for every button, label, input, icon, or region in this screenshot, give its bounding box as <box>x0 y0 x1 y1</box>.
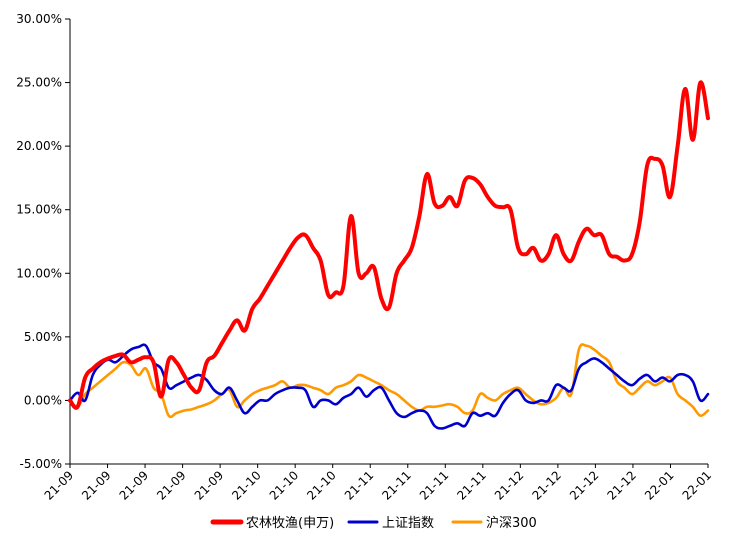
legend-label: 沪深300 <box>486 515 537 531</box>
x-tick-label: 21-11 <box>417 468 452 503</box>
y-tick-label: 5.00% <box>24 330 62 344</box>
legend-item-hs300: 沪深300 <box>451 515 537 531</box>
series-lines <box>68 80 710 430</box>
legend: 农林牧渔(申万) 上证指数 沪深300 <box>210 515 537 531</box>
x-tick-label: 21-12 <box>605 468 640 503</box>
y-tick-label: 10.00% <box>16 266 62 280</box>
x-tick-label: 21-12 <box>529 468 564 503</box>
x-tick-label: 21-12 <box>567 468 602 503</box>
x-tick-label: 21-11 <box>342 468 377 503</box>
y-tick-label: 20.00% <box>16 139 62 153</box>
legend-item-nonglin: 农林牧渔(申万) <box>210 516 334 531</box>
legend-item-shanghai: 上证指数 <box>347 516 434 531</box>
legend-label: 上证指数 <box>382 516 434 531</box>
series-line-shanghai <box>68 343 710 430</box>
x-tick-label: 21-09 <box>79 468 114 503</box>
x-tick-label: 21-09 <box>192 468 227 503</box>
y-tick-label: -5.00% <box>20 457 62 471</box>
x-tick-label: 22-01 <box>642 468 677 503</box>
x-tick-label: 22-01 <box>680 468 715 503</box>
series-line-hs300 <box>68 343 710 419</box>
x-tick-label: 21-11 <box>379 468 414 503</box>
x-tick-label: 21-11 <box>454 468 489 503</box>
y-tick-label: 0.00% <box>24 393 62 407</box>
y-tick-label: 15.00% <box>16 203 62 217</box>
x-tick-label: 21-12 <box>492 468 527 503</box>
y-axis: -5.00% 0.00% 5.00% 10.00% 15.00% 20.00% 25.00%… <box>16 12 71 471</box>
x-tick-label: 21-10 <box>229 468 264 503</box>
x-tick-label: 21-09 <box>42 468 77 503</box>
x-axis: 21-09 21-09 21-09 21-09 21-09 21-10 21-10 21-10… <box>42 463 715 503</box>
x-tick-label: 21-10 <box>267 468 302 503</box>
x-tick-label: 21-10 <box>304 468 339 503</box>
x-tick-label: 21-09 <box>117 468 152 503</box>
legend-label: 农林牧渔(申万) <box>246 516 334 531</box>
series-line-nonglin <box>68 80 710 410</box>
x-tick-label: 21-09 <box>154 468 189 503</box>
y-tick-label: 25.00% <box>16 76 62 90</box>
y-tick-label: 30.00% <box>16 12 62 26</box>
